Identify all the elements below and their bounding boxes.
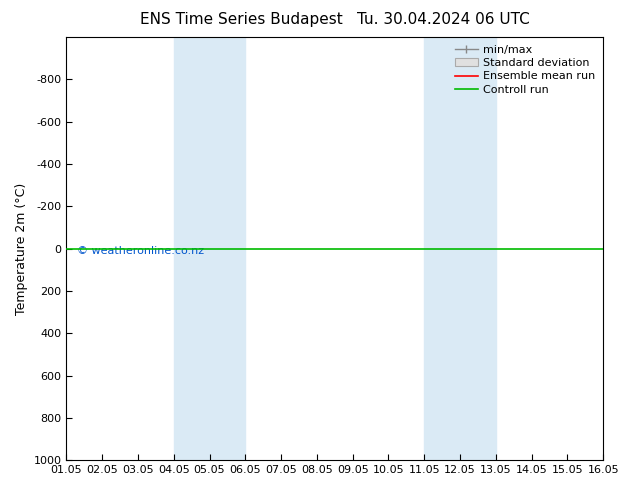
Bar [424, 37, 496, 460]
Text: © weatheronline.co.nz: © weatheronline.co.nz [77, 246, 204, 256]
Y-axis label: Temperature 2m (°C): Temperature 2m (°C) [15, 182, 28, 315]
Text: ENS Time Series Budapest: ENS Time Series Budapest [139, 12, 342, 27]
Legend: min/max, Standard deviation, Ensemble mean run, Controll run: min/max, Standard deviation, Ensemble me… [451, 40, 600, 99]
Text: Tu. 30.04.2024 06 UTC: Tu. 30.04.2024 06 UTC [358, 12, 530, 27]
Bar [174, 37, 245, 460]
